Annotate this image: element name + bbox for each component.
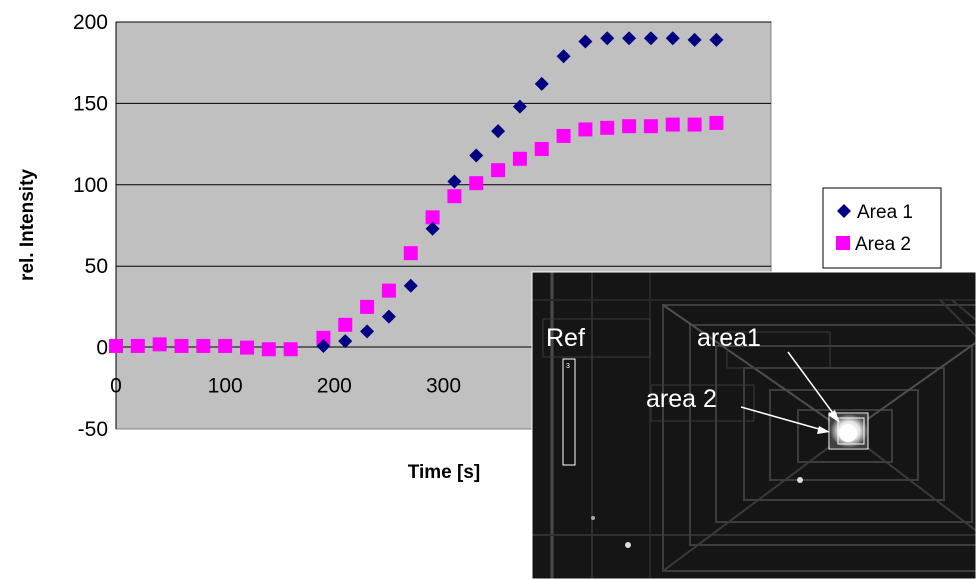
area2-point: [469, 176, 484, 191]
y-tick-label: 150: [73, 92, 108, 115]
area2-point: [643, 119, 658, 134]
area1-point: [403, 278, 418, 293]
area2-point: [381, 283, 396, 298]
inset-area2-label: area 2: [646, 385, 717, 413]
ref-box-id: 3: [566, 363, 570, 370]
area1-point: [447, 174, 462, 189]
area2-point: [600, 120, 615, 135]
inset-image: 3 Ref area1 area 2: [532, 272, 976, 579]
x-tick-label: 300: [426, 375, 461, 398]
legend-label-area2: Area 2: [855, 234, 911, 255]
ref-box: [562, 358, 576, 466]
inset-background: [532, 272, 976, 579]
legend-box: [822, 187, 942, 269]
area1-point: [556, 49, 571, 64]
legend-label-area1: Area 1: [857, 202, 913, 223]
area1-point: [665, 31, 680, 46]
ref-label-frame: [542, 318, 651, 358]
area1-point: [709, 32, 724, 47]
area2-point: [240, 340, 254, 355]
area2-point: [534, 141, 549, 156]
y-tick-label: 200: [73, 11, 108, 34]
area2-point: [360, 299, 375, 314]
area2-point: [338, 317, 353, 332]
area2-point: [709, 115, 724, 130]
area2-point: [425, 210, 440, 225]
area2-point: [196, 338, 211, 353]
x-tick-label: 100: [208, 375, 243, 398]
area1-arrow: [787, 351, 839, 421]
area2-point: [218, 338, 233, 353]
area1-box: [837, 417, 865, 445]
area2-point: [152, 337, 167, 352]
area2-point: [109, 338, 123, 353]
area1-point: [578, 34, 593, 49]
area2-arrowhead: [817, 426, 830, 434]
y-tick-label: 100: [73, 174, 108, 197]
area1-point: [381, 309, 396, 324]
legend: Area 1 Area 2: [822, 187, 942, 269]
area2-point: [316, 330, 331, 345]
x-tick-label: 0: [110, 375, 122, 398]
legend-marker-area2: [836, 236, 850, 250]
area1-arrowhead: [828, 410, 840, 423]
area2-point: [283, 342, 298, 357]
area2-point: [687, 117, 702, 132]
legend-marker-area1: [837, 204, 851, 218]
inset-area1-label: area1: [697, 324, 761, 352]
area1-point: [643, 31, 658, 46]
area2-point: [174, 338, 189, 353]
area1-label-frame: [726, 331, 831, 369]
area2-point: [130, 338, 145, 353]
area1-point: [534, 76, 549, 91]
area2-point: [491, 163, 506, 178]
x-axis-title: Time [s]: [408, 462, 481, 483]
area2-point: [261, 342, 276, 357]
area1-point: [512, 99, 527, 114]
area2-arrow: [740, 406, 827, 432]
inset-ref-label: Ref: [546, 324, 585, 352]
area2-point: [578, 122, 593, 137]
area1-point: [469, 148, 484, 163]
inset-border: [531, 271, 976, 579]
area2-label-frame: [650, 384, 755, 422]
y-tick-labels: -50 0 50 100 150 200: [73, 11, 108, 441]
area1-point: [425, 221, 440, 236]
area2-point: [447, 189, 462, 204]
area2-point: [556, 128, 571, 143]
area2-point: [512, 151, 527, 166]
area1-point: [316, 338, 331, 353]
area1-point: [360, 324, 375, 339]
area2-point: [622, 119, 637, 134]
area2-point: [403, 246, 418, 261]
area2-box: [828, 412, 869, 450]
area1-point: [600, 31, 615, 46]
y-tick-label: -50: [78, 418, 108, 441]
area1-point: [622, 31, 637, 46]
area1-point: [491, 124, 506, 139]
area1-point: [687, 32, 702, 47]
gridlines: [116, 21, 771, 267]
x-tick-label: 200: [317, 375, 352, 398]
y-tick-label: 50: [85, 255, 108, 278]
area2-point: [665, 117, 680, 132]
data-marks: [109, 31, 724, 357]
area1-point: [338, 334, 353, 349]
y-tick-label: 0: [96, 337, 108, 360]
y-axis-title: rel. Intensity: [17, 169, 38, 281]
x-tick-labels: 0 100 200 300: [110, 375, 461, 398]
